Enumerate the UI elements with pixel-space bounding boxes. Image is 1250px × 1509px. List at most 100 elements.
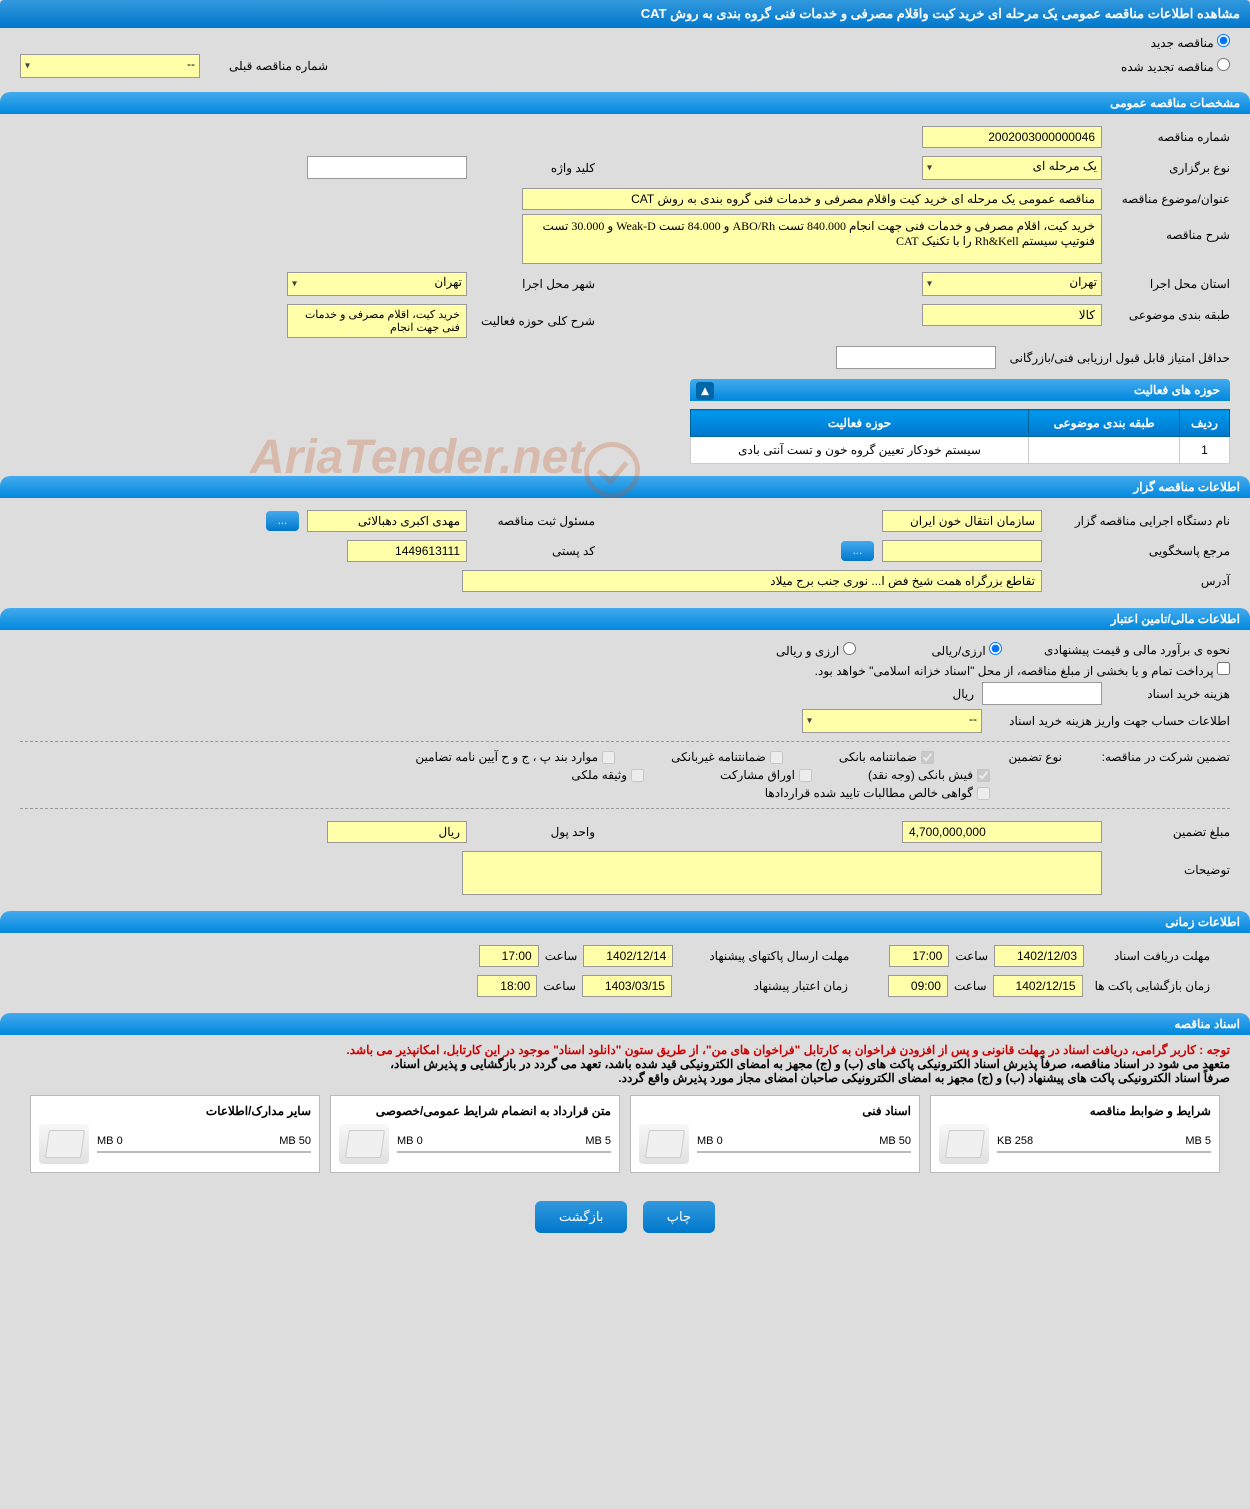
progress-bar	[397, 1151, 611, 1153]
cb-nonbank	[770, 751, 783, 764]
folder-icon	[339, 1124, 389, 1164]
note-black-1: متعهد می شود در اسناد مناقصه، صرفاً پذیر…	[20, 1057, 1230, 1071]
doc-total: 5 MB	[1185, 1135, 1211, 1147]
desc-label: شرح مناقصه	[1110, 228, 1230, 242]
estimate-label: نحوه ی برآورد مالی و قیمت پیشنهادی	[1010, 643, 1230, 657]
open-label: زمان بازگشایی پاکت ها	[1089, 979, 1210, 993]
doc-cost-input[interactable]	[982, 682, 1102, 705]
doc-card[interactable]: اسناد فنی 50 MB 0 MB	[630, 1095, 920, 1173]
province-select[interactable]: تهران▾	[922, 272, 1102, 296]
activities-header: حوزه های فعالیت ▴	[690, 379, 1230, 401]
min-score-label: حداقل امتیاز قابل قبول ارزیابی فنی/بازرگ…	[1004, 351, 1230, 365]
number-label: شماره مناقصه	[1110, 130, 1230, 144]
progress-bar	[97, 1151, 311, 1153]
notes-field[interactable]	[462, 851, 1102, 895]
folder-icon	[639, 1124, 689, 1164]
doc-card-title: متن قرارداد به انضمام شرایط عمومی/خصوصی	[339, 1104, 611, 1118]
receive-time-label: ساعت	[955, 949, 988, 963]
progress-bar	[997, 1151, 1211, 1153]
title-field: مناقصه عمومی یک مرحله ای خرید کیت واقلام…	[522, 188, 1102, 210]
min-score-input[interactable]	[836, 346, 996, 369]
submit-time: 17:00	[479, 945, 539, 967]
print-button[interactable]: چاپ	[643, 1201, 715, 1233]
radio-rial[interactable]: ارزی/ریالی	[932, 642, 1002, 658]
address-field: تقاطع بزرگراه همت شیخ فض ا... نوری جنب ب…	[462, 570, 1042, 592]
postal-field: 1449613111	[347, 540, 467, 562]
receive-time: 17:00	[889, 945, 949, 967]
cb-cases	[602, 751, 615, 764]
cb-receipt	[977, 769, 990, 782]
valid-date: 1403/03/15	[582, 975, 672, 997]
col-activity: حوزه فعالیت	[691, 410, 1029, 437]
doc-card-title: سایر مدارک/اطلاعات	[39, 1104, 311, 1118]
radio-renewed[interactable]: مناقصه تجدید شده	[1121, 58, 1230, 74]
cb-contract	[977, 787, 990, 800]
title-label: عنوان/موضوع مناقصه	[1110, 192, 1230, 206]
doc-card-title: اسناد فنی	[639, 1104, 911, 1118]
activity-desc-field: خرید کیت، اقلام مصرفی و خدمات فنی جهت ان…	[287, 304, 467, 338]
collapse-icon[interactable]: ▴	[696, 382, 714, 400]
receive-label: مهلت دریافت اسناد	[1090, 949, 1210, 963]
amount-field: 4,700,000,000	[902, 821, 1102, 843]
col-row: ردیف	[1180, 410, 1230, 437]
doc-used: 0 MB	[697, 1135, 723, 1147]
keyword-input[interactable]	[307, 156, 467, 179]
city-label: شهر محل اجرا	[475, 277, 595, 291]
cb-property	[631, 769, 644, 782]
more-button-2[interactable]: ...	[841, 541, 874, 561]
more-button-1[interactable]: ...	[266, 511, 299, 531]
registrar-field: مهدی اکبری دهبالائی	[307, 510, 467, 532]
doc-card[interactable]: سایر مدارک/اطلاعات 50 MB 0 MB	[30, 1095, 320, 1173]
category-label: طبقه بندی موضوعی	[1110, 308, 1230, 322]
doc-card[interactable]: متن قرارداد به انضمام شرایط عمومی/خصوصی …	[330, 1095, 620, 1173]
cb-bonds	[799, 769, 812, 782]
guarantee-label: تضمین شرکت در مناقصه:	[1070, 750, 1230, 764]
section-documents: اسناد مناقصه	[0, 1013, 1250, 1035]
section-timing: اطلاعات زمانی	[0, 911, 1250, 933]
valid-time: 18:00	[477, 975, 537, 997]
folder-icon	[939, 1124, 989, 1164]
keyword-label: کلید واژه	[475, 161, 595, 175]
back-button[interactable]: بازگشت	[535, 1201, 627, 1233]
valid-label: زمان اعتبار پیشنهاد	[678, 979, 848, 993]
payment-checkbox[interactable]: پرداخت تمام و یا بخشی از مبلغ مناقصه، از…	[815, 662, 1230, 678]
doc-card[interactable]: شرایط و ضوابط مناقصه 5 MB 258 KB	[930, 1095, 1220, 1173]
payment-note: پرداخت تمام و یا بخشی از مبلغ مناقصه، از…	[815, 664, 1214, 678]
postal-label: کد پستی	[475, 544, 595, 558]
doc-total: 5 MB	[585, 1135, 611, 1147]
amount-label: مبلغ تضمین	[1110, 825, 1230, 839]
section-general: مشخصات مناقصه عمومی	[0, 92, 1250, 114]
respondent-field	[882, 540, 1042, 562]
unit-field: ریال	[327, 821, 467, 843]
city-select[interactable]: تهران▾	[287, 272, 467, 296]
doc-used: 258 KB	[997, 1135, 1033, 1147]
desc-field: خرید کیت، اقلام مصرفی و خدمات فنی جهت ان…	[522, 214, 1102, 264]
submit-date: 1402/12/14	[583, 945, 673, 967]
radio-renewed-label: مناقصه تجدید شده	[1121, 60, 1214, 74]
notes-label: توضیحات	[1110, 863, 1230, 877]
col-category: طبقه بندی موضوعی	[1029, 410, 1180, 437]
doc-used: 0 MB	[397, 1135, 423, 1147]
section-organizer: اطلاعات مناقصه گزار	[0, 476, 1250, 498]
note-red: توجه : کاربر گرامی، دریافت اسناد در مهلت…	[20, 1043, 1230, 1057]
table-row: 1سیستم خودکار تعیین گروه خون و تست آنتی …	[691, 437, 1230, 464]
section-financial: اطلاعات مالی/تامین اعتبار	[0, 608, 1250, 630]
doc-card-title: شرایط و ضوابط مناقصه	[939, 1104, 1211, 1118]
open-time: 09:00	[888, 975, 948, 997]
submit-label: مهلت ارسال پاکتهای پیشنهاد	[679, 949, 849, 963]
radio-foreign[interactable]: ارزی و ریالی	[776, 642, 856, 658]
prev-number-select[interactable]: --▾	[20, 54, 200, 78]
account-select[interactable]: --▾	[802, 709, 982, 733]
prev-number-label: شماره مناقصه قبلی	[208, 59, 328, 73]
activity-desc-label: شرح کلی حوزه فعالیت	[475, 314, 595, 328]
province-label: استان محل اجرا	[1110, 277, 1230, 291]
registrar-label: مسئول ثبت مناقصه	[475, 514, 595, 528]
type-select[interactable]: یک مرحله ای▾	[922, 156, 1102, 180]
guarantee-type-label: نوع تضمین	[942, 750, 1062, 764]
org-label: نام دستگاه اجرایی مناقصه گزار	[1050, 514, 1230, 528]
radio-new[interactable]: مناقصه جدید	[1151, 36, 1230, 50]
address-label: آدرس	[1050, 574, 1230, 588]
account-label: اطلاعات حساب جهت واریز هزینه خرید اسناد	[990, 714, 1230, 728]
folder-icon	[39, 1124, 89, 1164]
respondent-label: مرجع پاسخگویی	[1050, 544, 1230, 558]
